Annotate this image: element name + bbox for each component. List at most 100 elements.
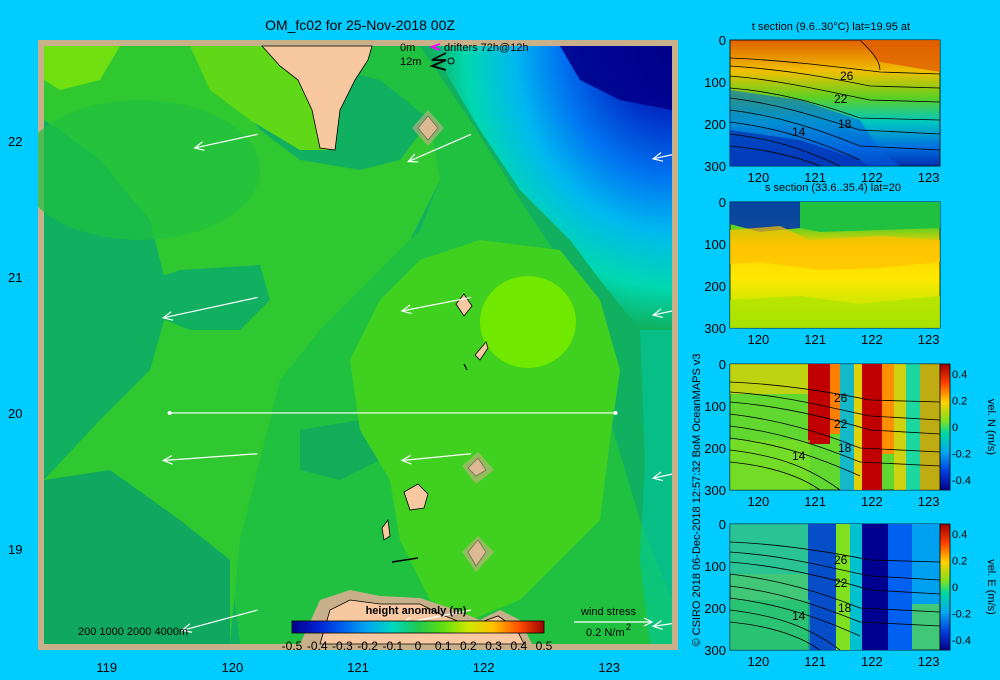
map-x-tick-label: 123 bbox=[598, 660, 620, 675]
section-y-tick-label: 0 bbox=[719, 357, 726, 372]
section-4-colorbar bbox=[939, 523, 951, 651]
map-field bbox=[38, 45, 673, 645]
section-y-tick-label: 300 bbox=[704, 643, 726, 658]
section-y-tick-label: 300 bbox=[704, 159, 726, 174]
section-x-tick-label: 122 bbox=[861, 332, 883, 347]
section-x-tick-label: 121 bbox=[804, 332, 826, 347]
section-3-colorbar-label: vel. N (m/s) bbox=[985, 399, 997, 455]
map-y-tick-label: 20 bbox=[8, 406, 22, 421]
section-colorbar-tick-label: -0.2 bbox=[952, 609, 971, 621]
drifter-icon bbox=[429, 43, 441, 51]
section-4-contour-label: 26 bbox=[834, 553, 848, 567]
section-x-tick-label: 121 bbox=[804, 654, 826, 669]
section-y-tick-label: 0 bbox=[719, 195, 726, 210]
map-x-tick-label: 120 bbox=[222, 660, 244, 675]
section-colorbar-tick-label: -0.4 bbox=[952, 475, 971, 487]
section-3-contours bbox=[729, 381, 941, 491]
section-colorbar-tick-label: 0.2 bbox=[952, 396, 967, 408]
section-1-contour-label: 14 bbox=[792, 125, 806, 139]
section-panels: t section (9.6..30°C) lat=19.95 at 26 22… bbox=[704, 21, 997, 669]
section-y-tick-label: 100 bbox=[704, 75, 726, 90]
section-x-tick-label: 120 bbox=[748, 332, 770, 347]
section-y-tick-label: 200 bbox=[704, 601, 726, 616]
section-y-tick-label: 200 bbox=[704, 279, 726, 294]
section-4-colorbar-label: vel. E (m/s) bbox=[985, 559, 997, 615]
section-2-title: s section (33.6..35.4) lat=20 bbox=[765, 182, 901, 194]
section-line bbox=[167, 410, 618, 415]
colorbar-tick-label: -0.3 bbox=[332, 639, 353, 653]
wind-arrow bbox=[400, 296, 472, 315]
section-line-endpoint bbox=[613, 410, 618, 415]
wind-arrows bbox=[161, 133, 673, 633]
wind-stress-arrowhead bbox=[643, 617, 654, 627]
section-velocity-north: 26 22 18 14 vel. N (m/s) bbox=[729, 363, 997, 491]
section-1-contour-label: 26 bbox=[840, 69, 854, 83]
section-x-tick-label: 120 bbox=[748, 170, 770, 185]
map-y-tick-label: 21 bbox=[8, 270, 22, 285]
section-colorbar-tick-label: -0.4 bbox=[952, 635, 971, 647]
wind-arrow bbox=[161, 296, 258, 321]
region-dark-sw bbox=[44, 470, 230, 644]
section-x-tick-label: 120 bbox=[748, 494, 770, 509]
section-4-contour-label: 14 bbox=[792, 609, 806, 623]
wind-arrow bbox=[161, 453, 258, 465]
wind-arrow bbox=[651, 620, 673, 630]
land-island bbox=[474, 341, 489, 361]
section-x-tick-label: 122 bbox=[861, 654, 883, 669]
section-3-contour-label: 14 bbox=[792, 449, 806, 463]
section-x-tick-label: 122 bbox=[861, 170, 883, 185]
section-y-tick-label: 200 bbox=[704, 117, 726, 132]
colorbar-tick-label: 0.1 bbox=[435, 639, 452, 653]
drifter-start-icon bbox=[447, 57, 455, 65]
section-ticks: 120 121 122 123 0 100 200 300 120 121 122 123 0 100 20… bbox=[704, 33, 971, 669]
wind-arrow bbox=[193, 133, 258, 151]
colorbar-tick-label: 0.2 bbox=[460, 639, 477, 653]
section-4-contours bbox=[729, 541, 941, 651]
section-y-tick-label: 0 bbox=[719, 517, 726, 532]
colorbar-tick-label: 0.3 bbox=[485, 639, 502, 653]
wind-arrow bbox=[651, 152, 673, 162]
wind-stress-label: wind stress bbox=[580, 606, 637, 618]
section-1-contour-label: 18 bbox=[838, 117, 852, 131]
map-title: OM_fc02 for 25-Nov-2018 00Z bbox=[265, 17, 455, 33]
section-line-endpoint bbox=[167, 410, 172, 415]
wind-arrow bbox=[406, 133, 472, 163]
section-colorbar-tick-label: 0 bbox=[952, 422, 958, 434]
region-low-ne bbox=[430, 46, 672, 330]
section-y-tick-label: 300 bbox=[704, 321, 726, 336]
wind-stress-value: 0.2 N/m bbox=[586, 627, 625, 639]
section-1-contour-label: 22 bbox=[834, 92, 848, 106]
section-1-contours bbox=[729, 39, 941, 167]
colorbar-tick-label: -0.5 bbox=[282, 639, 303, 653]
legend-depth-12m: 12m bbox=[400, 56, 421, 68]
depth-legend: 200 1000 2000 4000m bbox=[78, 626, 188, 638]
section-4-contour-label: 22 bbox=[834, 576, 848, 590]
map-x-tick-label: 121 bbox=[347, 660, 369, 675]
section-y-tick-label: 300 bbox=[704, 483, 726, 498]
map-y-ticks: 22 21 20 19 bbox=[8, 134, 22, 557]
region-high-center bbox=[480, 276, 576, 368]
colorbar-tick-label: -0.4 bbox=[307, 639, 328, 653]
legend-drifters: drifters 72h@12h bbox=[444, 42, 529, 54]
section-x-tick-label: 123 bbox=[918, 654, 940, 669]
section-x-tick-label: 122 bbox=[861, 494, 883, 509]
section-colorbar-tick-label: 0 bbox=[952, 582, 958, 594]
section-1-title: t section (9.6..30°C) lat=19.95 at bbox=[752, 21, 910, 33]
land-island bbox=[403, 483, 429, 511]
section-colorbar-tick-label: 0.4 bbox=[952, 369, 967, 381]
section-x-tick-label: 123 bbox=[918, 332, 940, 347]
wind-arrow bbox=[400, 453, 472, 465]
wind-stress-exponent: 2 bbox=[626, 622, 631, 632]
wind-arrow bbox=[651, 308, 673, 319]
height-anomaly-map: 0m drifters 72h@12h 12m 200 1000 2000 40… bbox=[8, 40, 678, 675]
drifter-track-icon bbox=[429, 52, 447, 71]
map-x-tick-label: 119 bbox=[96, 660, 117, 675]
legend-depth-0m: 0m bbox=[400, 42, 415, 54]
section-x-tick-label: 120 bbox=[748, 654, 770, 669]
land-island bbox=[381, 518, 391, 541]
colorbar-title: height anomaly (m) bbox=[366, 605, 467, 617]
map-y-tick-label: 22 bbox=[8, 134, 22, 149]
section-3-colorbar bbox=[939, 363, 951, 491]
section-colorbar-tick-label: 0.2 bbox=[952, 556, 967, 568]
